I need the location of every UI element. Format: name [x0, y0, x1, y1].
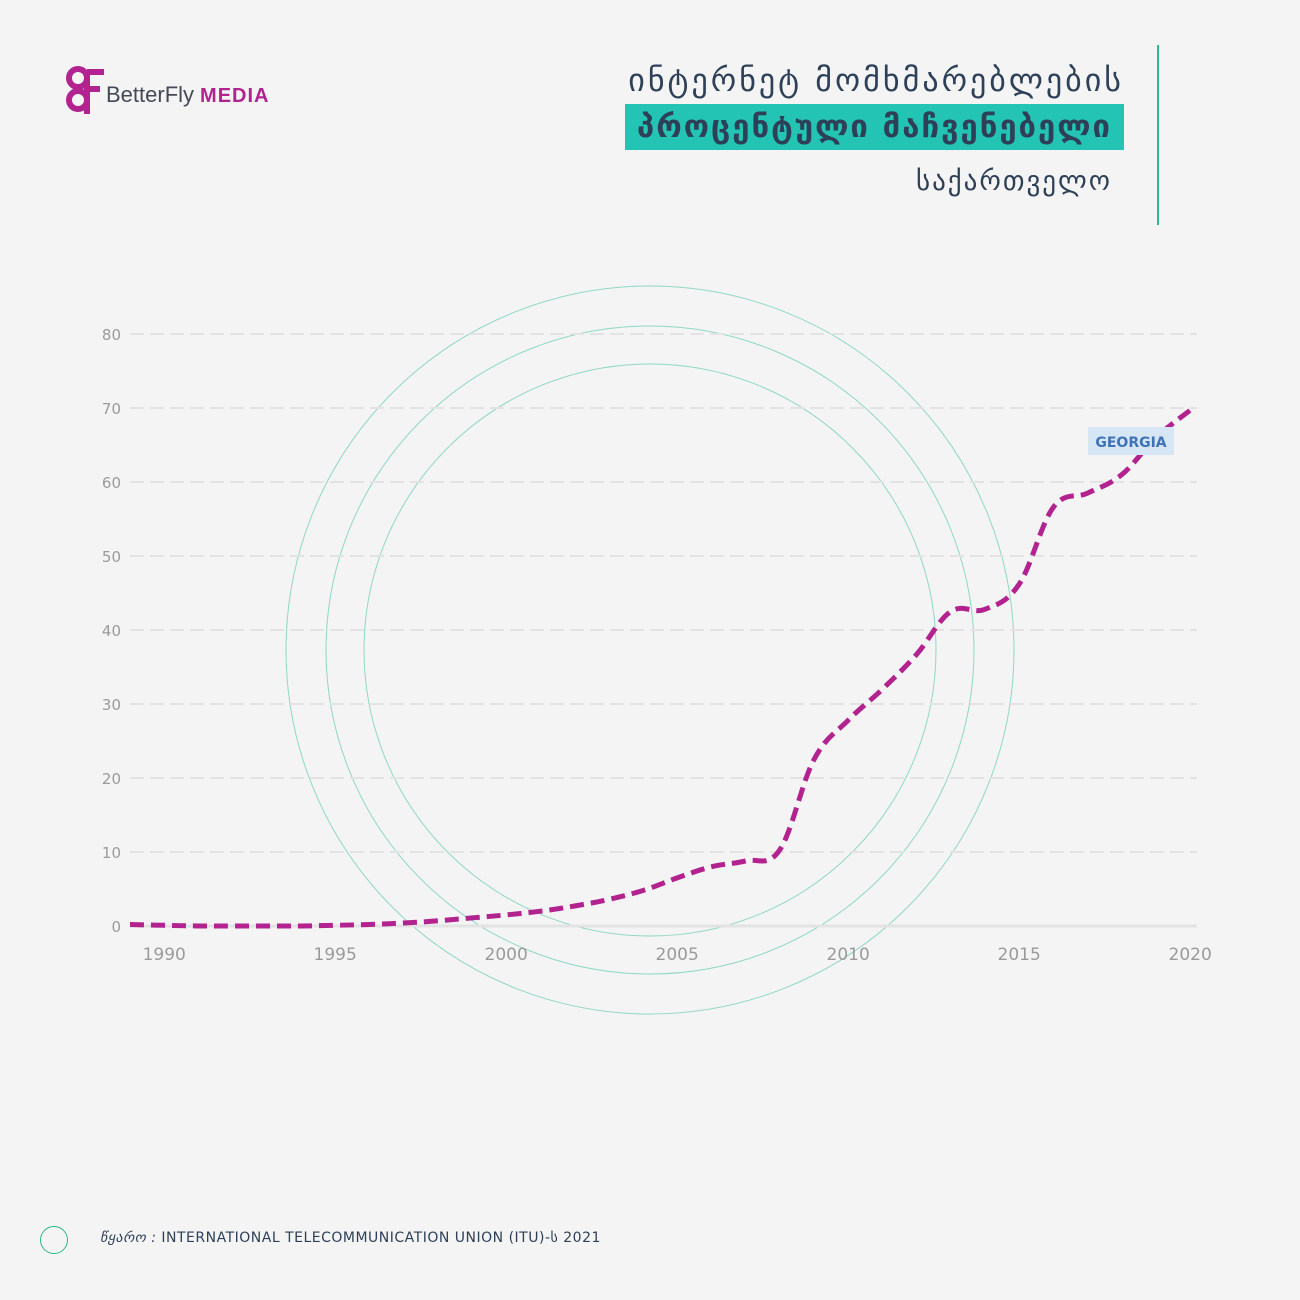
- source-label: წყარო :: [100, 1230, 157, 1246]
- brand-sub: MEDIA: [200, 85, 270, 107]
- title-line-2-highlight: პროცენტული მაჩვენებელი: [625, 104, 1124, 150]
- x-axis-ticks: 1990 1995 2000 2005 2010 2015 2020: [143, 945, 1212, 965]
- butterfly-logo-icon: [66, 66, 104, 114]
- x-tick-label: 2010: [827, 945, 870, 965]
- brand-name: BetterFly: [106, 82, 195, 107]
- series-label-background: [1088, 427, 1174, 455]
- title-block: ინტერნეტ მომხმარებლების პროცენტული მაჩვე…: [625, 60, 1124, 202]
- x-tick-label: 1990: [143, 945, 186, 965]
- y-axis-ticks: 0 10 20 30 40 50 60 70 80: [102, 326, 121, 936]
- title-line-1: ინტერნეტ მომხმარებლების: [628, 61, 1124, 99]
- x-tick-label: 2015: [998, 945, 1041, 965]
- y-tick-label: 60: [102, 474, 121, 492]
- source-circle-icon: [40, 1226, 68, 1254]
- y-tick-label: 40: [102, 622, 121, 640]
- x-tick-label: 1995: [314, 945, 357, 965]
- y-tick-label: 70: [102, 400, 121, 418]
- y-tick-label: 10: [102, 844, 121, 862]
- y-tick-label: 30: [102, 696, 121, 714]
- decor-circle-inner: [363, 363, 937, 937]
- y-tick-label: 80: [102, 326, 121, 344]
- series-label-georgia: GEORGIA: [1095, 435, 1166, 451]
- grid-lines: [130, 333, 1197, 928]
- x-tick-label: 2005: [656, 945, 699, 965]
- y-tick-label: 50: [102, 548, 121, 566]
- source-note: წყარო : INTERNATIONAL TELECOMMUNICATION …: [100, 1230, 601, 1246]
- brand-logo: BetterFly MEDIA: [66, 64, 306, 118]
- decorative-circles: [285, 285, 1015, 1015]
- title-line-3: საქართველო: [915, 166, 1112, 197]
- series-label-group: GEORGIA: [1088, 427, 1174, 455]
- title-divider: [1157, 45, 1159, 225]
- series-line-georgia: [129, 408, 1192, 929]
- decor-circle-outer: [285, 285, 1015, 1015]
- y-tick-label: 0: [111, 918, 121, 936]
- source-text: INTERNATIONAL TELECOMMUNICATION UNION (I…: [161, 1230, 601, 1246]
- x-tick-label: 2000: [485, 945, 528, 965]
- decor-circle-middle: [325, 325, 975, 975]
- x-tick-label: 2020: [1169, 945, 1212, 965]
- y-tick-label: 20: [102, 770, 121, 788]
